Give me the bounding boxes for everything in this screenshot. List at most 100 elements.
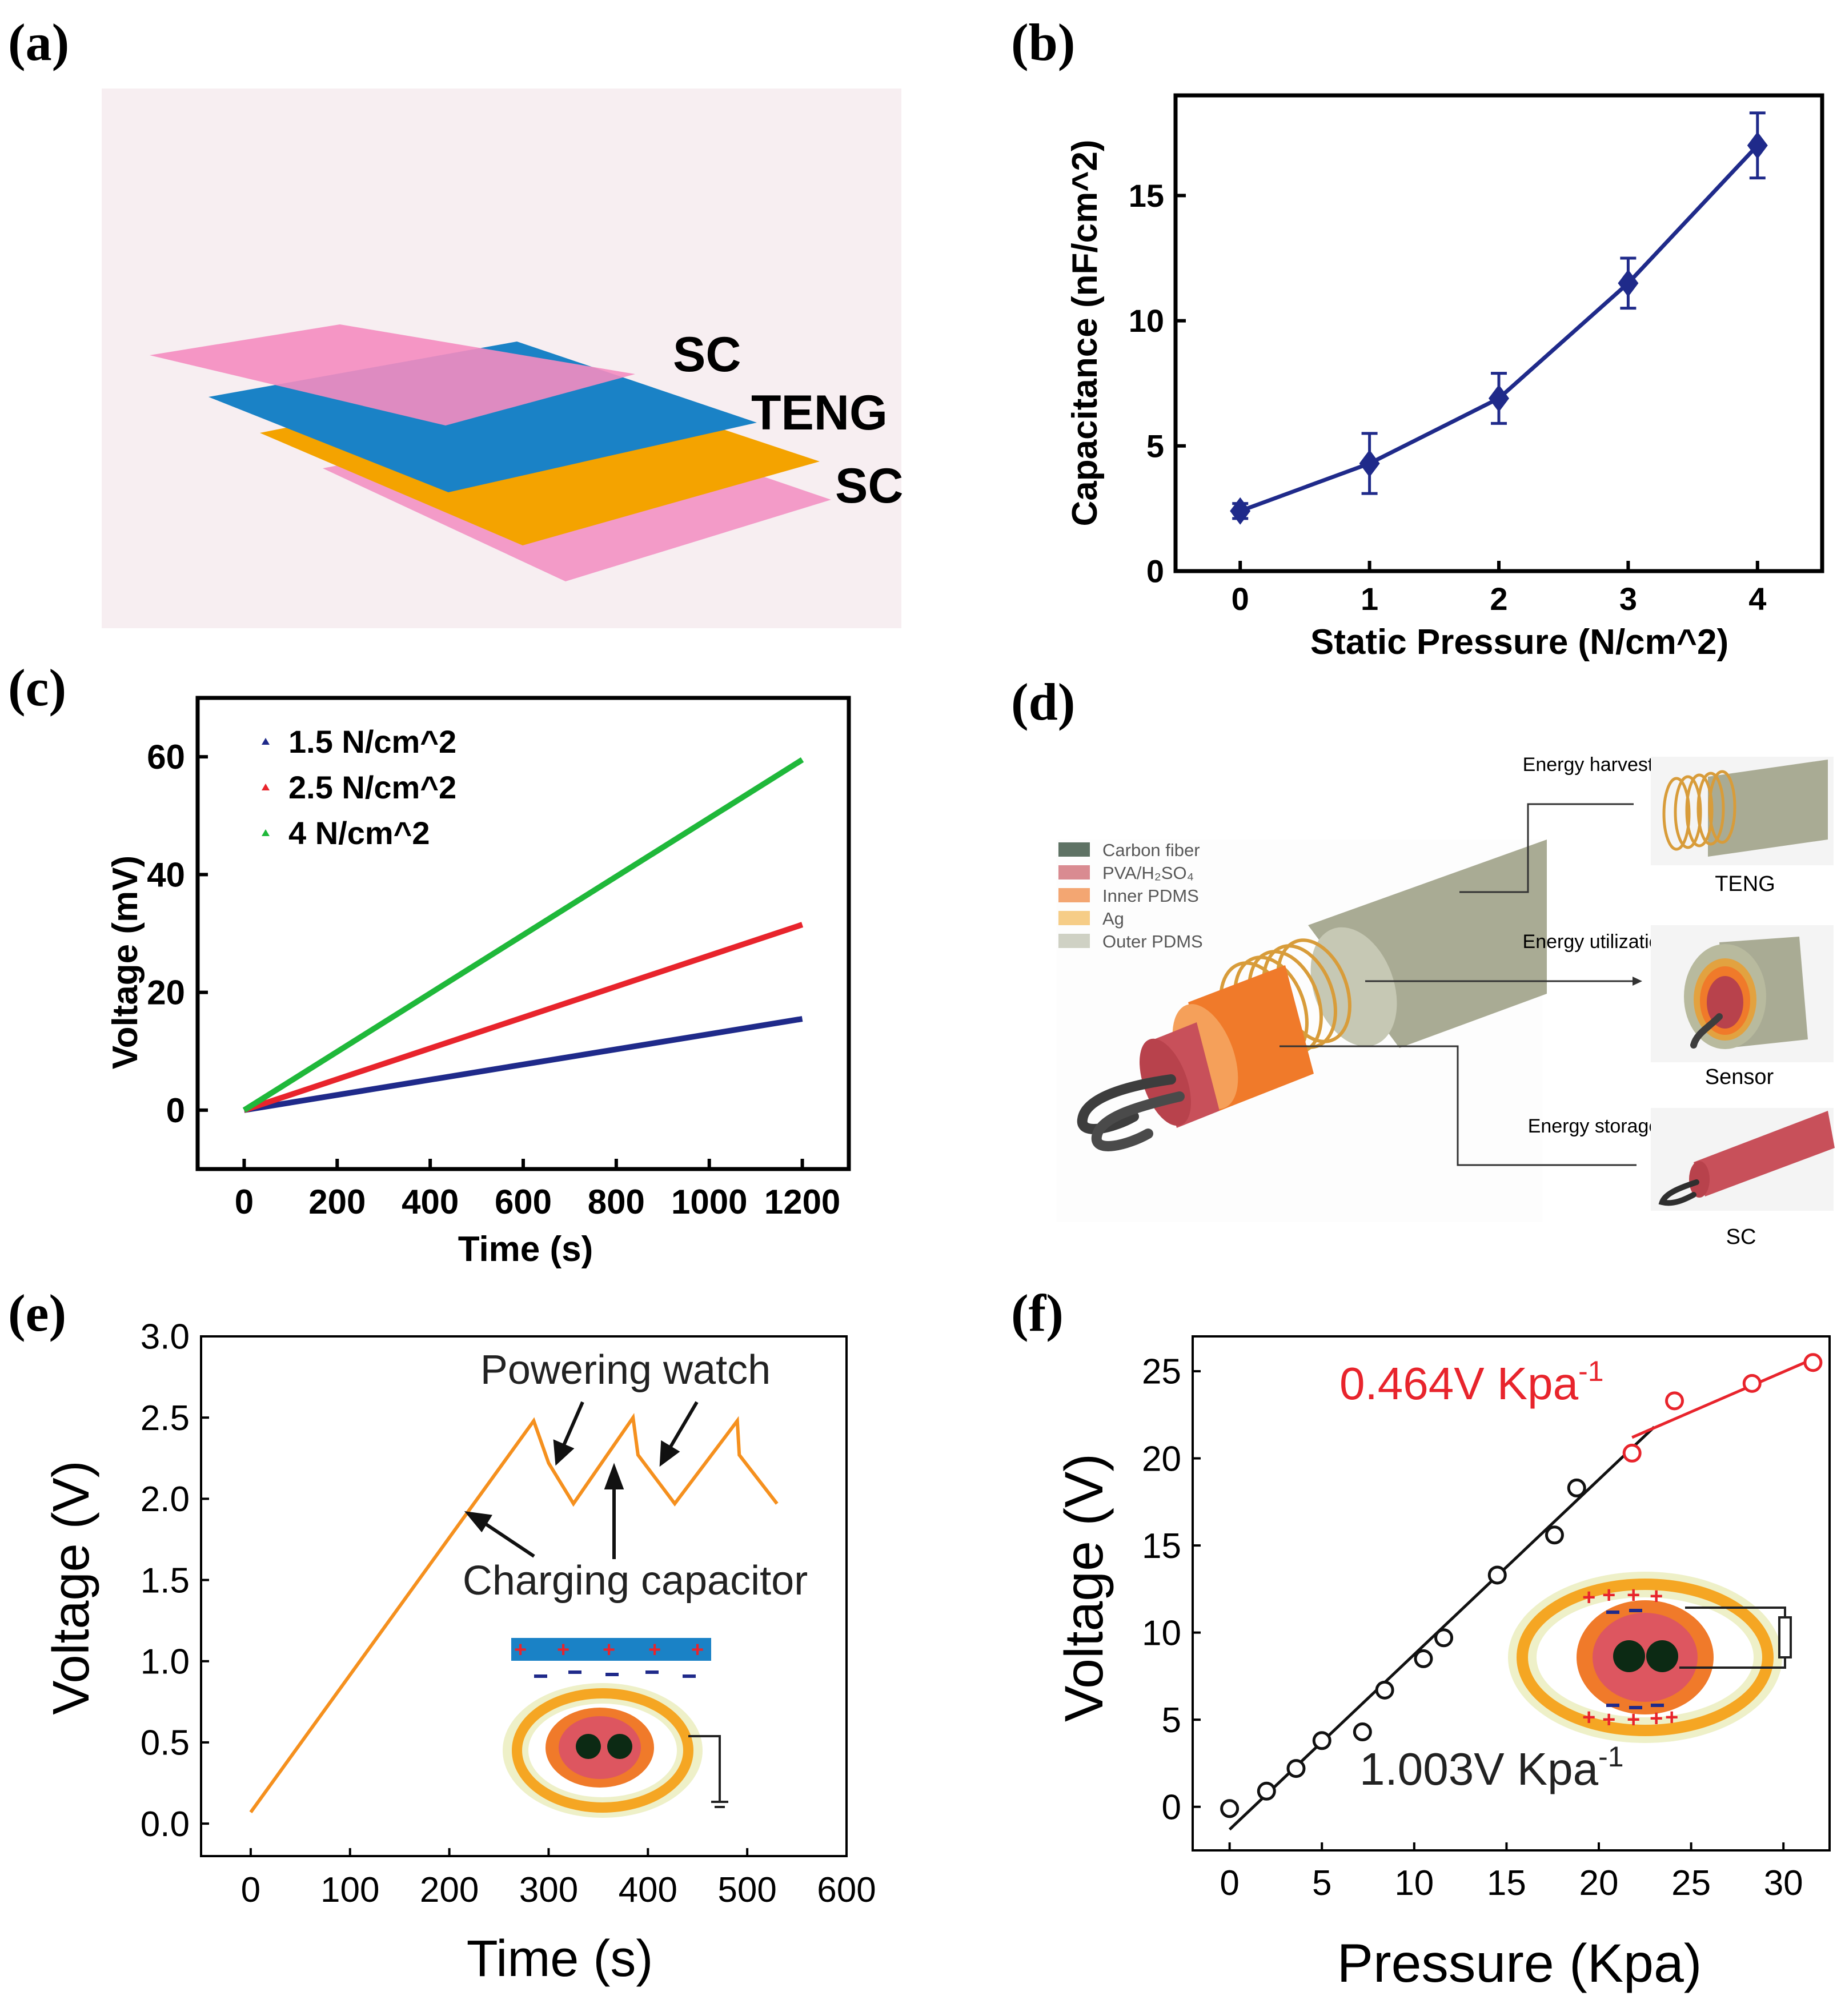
svg-text:+: +	[603, 1638, 615, 1662]
panel-c: 0 200 400 600 800 1000 1200 0 20 40 60 1.5 N/cm^2 2…	[106, 696, 851, 1269]
y-tick-label: 0	[1146, 553, 1164, 589]
data-point-circle	[1414, 1649, 1433, 1668]
x-tick-label: 1200	[764, 1183, 840, 1221]
svg-text:+: +	[1582, 1705, 1595, 1730]
x-tick-label: 0	[241, 1870, 260, 1910]
callout-energy-utilization: Energy utilization	[1523, 931, 1671, 953]
x-tick-label: 2	[1490, 581, 1507, 617]
legend-label-inner-pdms: Inner PDMS	[1102, 886, 1199, 906]
legend-swatch-inner-pdms	[1058, 888, 1090, 902]
data-point-circle	[1665, 1391, 1684, 1411]
panel-label-b: (b)	[1011, 13, 1075, 71]
y-axis-label-b: Capacitance (nF/cm^2)	[1065, 139, 1105, 526]
x-tick-label: 400	[619, 1870, 677, 1910]
legend-label-ag: Ag	[1102, 909, 1124, 929]
x-tick-label: 600	[817, 1870, 876, 1910]
plot-frame-f	[1192, 1335, 1831, 1852]
data-point-circle	[1567, 1478, 1586, 1497]
data-point-circle	[1257, 1781, 1276, 1801]
y-tick-label: 25	[1142, 1352, 1181, 1392]
slope-high-value: 0.464V Kpa	[1339, 1358, 1579, 1409]
y-tick-label: 0	[166, 1091, 185, 1130]
x-tick-label: 0	[235, 1183, 254, 1221]
x-tick-label: 3	[1619, 581, 1637, 617]
legend-label-carbon-fiber: Carbon fiber	[1102, 840, 1200, 860]
panel-label-a: (a)	[8, 13, 69, 71]
legend-marker	[262, 829, 270, 836]
panel-label-d: (d)	[1011, 673, 1075, 731]
y-tick-label: 15	[1129, 178, 1164, 214]
x-tick-label: 25	[1671, 1864, 1711, 1903]
inset-caption-sc: SC	[1726, 1225, 1756, 1249]
x-tick-label: 400	[402, 1183, 459, 1221]
y-tick-label: 40	[147, 856, 185, 894]
teng-electrode-bar	[511, 1638, 711, 1661]
negative-charges	[534, 1670, 696, 1678]
callout-energy-storage: Energy storage	[1528, 1115, 1660, 1137]
y-tick-label: 1.0	[141, 1642, 190, 1681]
top-sc-layer	[150, 324, 635, 425]
x-tick-label: 0	[1220, 1864, 1239, 1903]
annotation-slope-low: 1.003V Kpa-1	[1359, 1741, 1624, 1794]
svg-text:+: +	[648, 1638, 661, 1662]
data-point-circle	[1286, 1759, 1306, 1778]
y-tick-label: 2.5	[141, 1399, 190, 1438]
panel-a: SC TENG SC	[102, 89, 903, 628]
data-point-circle	[1803, 1353, 1823, 1372]
y-tick-label: 60	[147, 738, 185, 776]
panel-e: 0 100 200 300 400 500 600 0.0 0.5 1.0 1.5 2.0 2.5 3.0…	[43, 1318, 876, 1987]
panel-d: Carbon fiber PVA/H₂SO₄ Inner PDMS Ag Out…	[1057, 754, 1835, 1249]
callout-storage-text: Energy storage	[1528, 1115, 1660, 1137]
y-tick-label: 5	[1146, 428, 1164, 464]
fit-line	[1631, 1358, 1814, 1439]
carbon-fiber-wire-2	[1091, 1091, 1185, 1151]
panel-label-c: (c)	[8, 658, 66, 717]
slope-high-exponent: -1	[1578, 1355, 1603, 1387]
x-tick-label: 500	[717, 1870, 776, 1910]
annotation-arrows-e	[464, 1401, 699, 1559]
y-tick-label: 0.5	[141, 1724, 190, 1763]
teng-inset: TENG	[1651, 757, 1834, 896]
callout-line-harvest	[1459, 803, 1634, 893]
x-tick-label: 15	[1487, 1864, 1526, 1903]
series-line	[243, 1016, 803, 1113]
label-teng: TENG	[751, 385, 888, 440]
structure-legend: Carbon fiber PVA/H₂SO₄ Inner PDMS Ag Out…	[1058, 840, 1203, 951]
data-point-diamond	[1747, 131, 1768, 159]
legend-label-outer-pdms: Outer PDMS	[1102, 931, 1203, 951]
callout-utilization-text: Energy utilization	[1523, 931, 1671, 953]
x-tick-label: 1000	[671, 1183, 747, 1221]
slope-low-value: 1.003V Kpa	[1359, 1744, 1599, 1794]
svg-text:+: +	[1665, 1705, 1678, 1730]
sensor-schematic-inset: + + + + + + + + +	[1508, 1572, 1792, 1743]
svg-text:+: +	[557, 1638, 569, 1662]
y-tick-label: 20	[1142, 1439, 1181, 1479]
y-tick-label: 2.0	[141, 1480, 190, 1519]
fiber-illustration	[1057, 840, 1547, 1222]
voltage-trace	[249, 1413, 779, 1813]
data-point-diamond	[1359, 449, 1380, 477]
legend-marker	[262, 784, 270, 790]
y-tick-label: 5	[1162, 1701, 1181, 1740]
panel-b: 0 1 2 3 4 0 5 10 15 Capacitance (nF/cm^2) Static…	[1065, 93, 1824, 662]
x-tick-label: 300	[519, 1870, 578, 1910]
label-sc-bottom: SC	[835, 459, 903, 513]
y-tick-label: 15	[1142, 1527, 1181, 1566]
svg-text:+: +	[1627, 1583, 1640, 1608]
data-point-diamond	[1618, 269, 1639, 297]
legend-swatch-ag	[1058, 911, 1090, 925]
x-tick-label: 20	[1579, 1864, 1619, 1903]
y-tick-label: 10	[1129, 303, 1164, 339]
slope-low-exponent: -1	[1598, 1741, 1623, 1773]
legend-marker	[262, 738, 270, 745]
label-sc-top: SC	[673, 327, 741, 382]
legend-swatch-carbon-fiber	[1058, 842, 1090, 857]
data-point-circle	[1312, 1731, 1331, 1750]
svg-text:+: +	[691, 1638, 704, 1662]
data-point-diamond	[1489, 384, 1509, 412]
data-point-circle	[1375, 1680, 1394, 1700]
x-axis-label-e: Time (s)	[467, 1930, 653, 1987]
svg-text:+: +	[1582, 1585, 1595, 1610]
y-tick-label: 20	[147, 974, 185, 1012]
